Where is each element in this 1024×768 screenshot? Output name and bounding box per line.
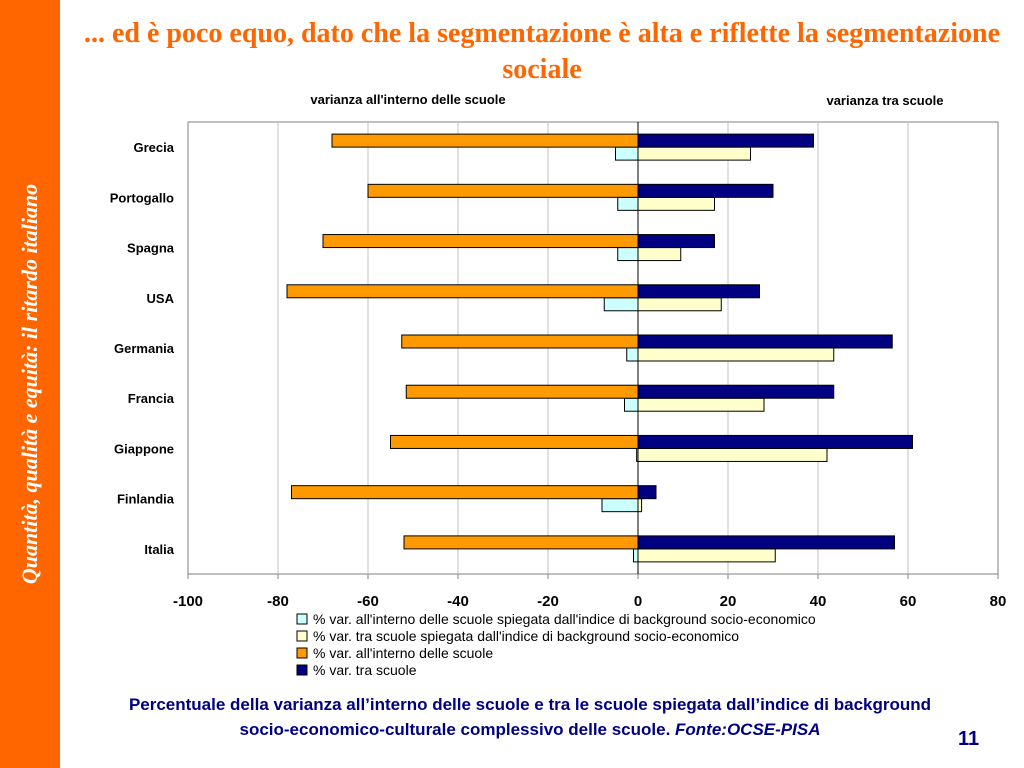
- category-label: Giappone: [114, 441, 174, 456]
- category-labels: Grecia Portogallo Spagna USA Germania Francia…: [110, 140, 175, 557]
- annotation-within-schools: varianza all'interno delle scuole: [310, 92, 505, 107]
- bar: [637, 498, 643, 513]
- bar: [637, 347, 835, 362]
- bar: [633, 548, 639, 563]
- x-tick-label: 20: [720, 593, 737, 610]
- bar: [331, 133, 639, 148]
- bar: [322, 234, 639, 249]
- legend-label: % var. tra scuole: [313, 662, 417, 678]
- category-label: Francia: [128, 391, 175, 406]
- bar: [637, 284, 760, 299]
- x-tick-label: 40: [810, 593, 827, 610]
- x-tick-label: 0: [634, 593, 642, 610]
- bar: [603, 297, 639, 312]
- legend: % var. all'interno delle scuole spiegata…: [296, 611, 816, 678]
- x-tick-label: -80: [267, 593, 289, 610]
- caption-source: Fonte:OCSE-PISA: [675, 720, 821, 739]
- bar: [637, 397, 765, 412]
- x-tick-label: -100: [173, 593, 203, 610]
- annotation-between-schools: varianza tra scuole: [826, 93, 943, 108]
- bar: [637, 485, 657, 500]
- bar: [403, 535, 639, 550]
- category-label: Spagna: [127, 241, 175, 256]
- bar: [291, 485, 639, 500]
- bar: [637, 247, 682, 262]
- bar: [624, 397, 639, 412]
- bar: [637, 133, 814, 148]
- bar: [617, 247, 639, 262]
- bar: [401, 334, 639, 349]
- legend-swatch: [296, 613, 308, 625]
- category-label: Italia: [144, 542, 174, 557]
- caption: Percentuale della varianza all’interno d…: [110, 692, 950, 742]
- x-axis-ticks: -100 -80 -60 -40 -20 0 20 40 60 80: [173, 574, 1006, 610]
- category-label: Grecia: [134, 140, 175, 155]
- bar: [637, 196, 715, 211]
- bar: [637, 535, 895, 550]
- bar: [601, 498, 639, 513]
- bar: [637, 447, 828, 462]
- bar: [390, 434, 639, 449]
- bar: [637, 297, 722, 312]
- bar-chart: varianza all'interno delle scuole varian…: [110, 92, 1007, 678]
- bar: [286, 284, 639, 299]
- bar: [405, 384, 639, 399]
- bar: [637, 146, 751, 161]
- caption-text: Percentuale della varianza all’interno d…: [128, 695, 932, 739]
- legend-swatch: [296, 630, 308, 642]
- legend-swatch: [296, 647, 308, 659]
- bar: [637, 384, 835, 399]
- x-tick-label: 60: [900, 593, 917, 610]
- category-label: Germania: [114, 341, 175, 356]
- x-tick-label: -20: [537, 593, 559, 610]
- slide-title: ... ed è poco equo, dato che la segmenta…: [83, 18, 1000, 85]
- bar: [637, 434, 913, 449]
- x-tick-label: 80: [990, 593, 1007, 610]
- bar: [637, 234, 715, 249]
- category-label: Portogallo: [110, 190, 174, 205]
- x-tick-label: -60: [357, 593, 379, 610]
- category-label: Finlandia: [117, 492, 175, 507]
- bar: [615, 146, 639, 161]
- bars: [286, 133, 913, 563]
- sidebar: Quantità, qualità e equità: il ritardo i…: [0, 0, 60, 768]
- legend-swatch: [296, 664, 308, 676]
- bar: [367, 183, 639, 198]
- category-label: USA: [147, 291, 175, 306]
- legend-label: % var. all'interno delle scuole spiegata…: [313, 611, 816, 627]
- x-tick-label: -40: [447, 593, 469, 610]
- page-number: 11: [958, 728, 980, 750]
- bar: [637, 183, 774, 198]
- bar: [617, 196, 639, 211]
- legend-label: % var. all'interno delle scuole: [313, 645, 493, 661]
- legend-label: % var. tra scuole spiegata dall'indice d…: [313, 628, 739, 644]
- bar: [626, 347, 639, 362]
- bar: [637, 548, 776, 563]
- bar: [637, 334, 893, 349]
